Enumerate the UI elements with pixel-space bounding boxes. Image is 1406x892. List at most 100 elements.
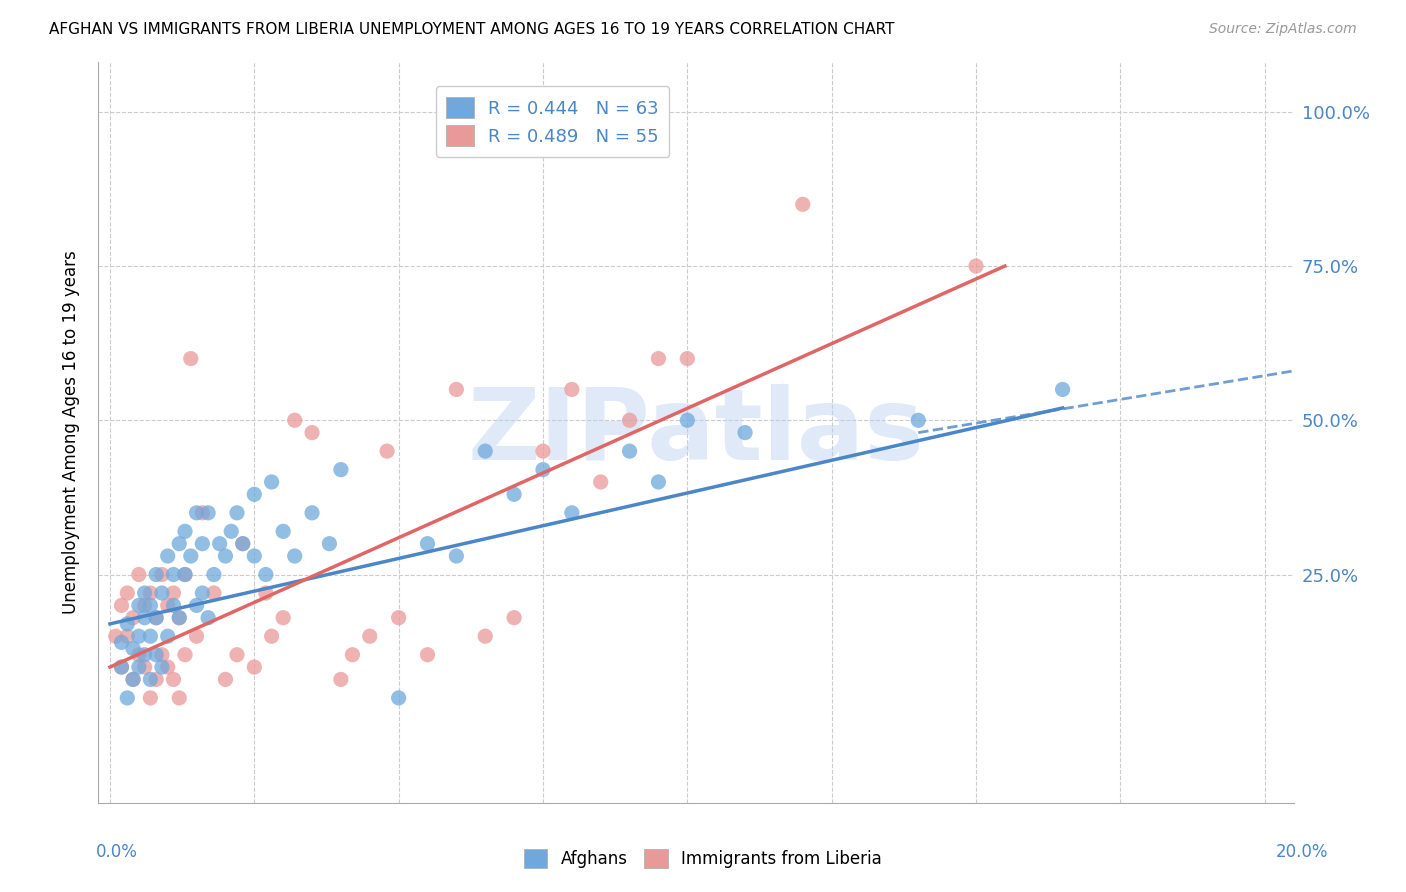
Point <box>139 586 162 600</box>
Point <box>208 536 231 550</box>
Point <box>186 629 208 643</box>
Point <box>191 506 214 520</box>
Point <box>474 444 496 458</box>
Legend: Afghans, Immigrants from Liberia: Afghans, Immigrants from Liberia <box>517 843 889 875</box>
Point <box>134 648 156 662</box>
Point <box>150 567 173 582</box>
Point <box>122 673 145 687</box>
Text: 20.0%: 20.0% <box>1277 843 1329 861</box>
Point <box>219 524 242 539</box>
Point <box>214 549 236 563</box>
Point <box>191 586 214 600</box>
Point <box>117 629 139 643</box>
Point <box>174 567 197 582</box>
Point <box>128 660 150 674</box>
Point <box>139 599 162 613</box>
Y-axis label: Unemployment Among Ages 16 to 19 years: Unemployment Among Ages 16 to 19 years <box>62 251 80 615</box>
Point <box>254 567 277 582</box>
Point <box>128 648 150 662</box>
Point <box>676 351 699 366</box>
Point <box>226 648 249 662</box>
Point <box>134 660 156 674</box>
Point <box>284 413 307 427</box>
Point <box>156 549 179 563</box>
Point <box>150 648 173 662</box>
Point <box>162 567 184 582</box>
Point <box>271 611 294 625</box>
Point <box>202 586 225 600</box>
Point <box>329 462 352 476</box>
Point <box>446 549 468 563</box>
Point <box>150 660 173 674</box>
Point <box>162 599 184 613</box>
Point <box>197 506 219 520</box>
Point <box>186 599 208 613</box>
Point <box>388 611 411 625</box>
Point <box>110 599 132 613</box>
Point <box>145 611 167 625</box>
Point <box>128 629 150 643</box>
Point <box>104 629 127 643</box>
Point <box>128 599 150 613</box>
Point <box>180 351 202 366</box>
Point <box>180 549 202 563</box>
Point <box>110 660 132 674</box>
Point <box>388 690 411 705</box>
Point <box>446 383 468 397</box>
Point <box>156 629 179 643</box>
Point <box>122 673 145 687</box>
Point <box>145 648 167 662</box>
Point <box>150 586 173 600</box>
Point <box>174 648 197 662</box>
Point <box>162 673 184 687</box>
Point <box>139 629 162 643</box>
Point <box>232 536 254 550</box>
Text: ZIPatlas: ZIPatlas <box>468 384 924 481</box>
Point <box>197 611 219 625</box>
Point <box>145 673 167 687</box>
Point <box>117 586 139 600</box>
Point <box>589 475 612 489</box>
Point <box>359 629 381 643</box>
Point <box>243 660 266 674</box>
Point <box>301 506 323 520</box>
Point <box>156 599 179 613</box>
Point <box>202 567 225 582</box>
Point <box>503 487 526 501</box>
Point <box>619 413 641 427</box>
Point <box>162 586 184 600</box>
Point <box>318 536 340 550</box>
Point <box>122 641 145 656</box>
Point <box>156 660 179 674</box>
Point <box>561 506 583 520</box>
Point <box>647 351 669 366</box>
Point <box>965 259 987 273</box>
Point <box>375 444 398 458</box>
Text: 0.0%: 0.0% <box>96 843 138 861</box>
Point <box>342 648 364 662</box>
Point <box>503 611 526 625</box>
Point <box>561 383 583 397</box>
Point <box>167 690 190 705</box>
Point <box>134 586 156 600</box>
Point <box>167 611 190 625</box>
Point <box>186 506 208 520</box>
Point <box>243 549 266 563</box>
Point <box>676 413 699 427</box>
Point <box>110 660 132 674</box>
Point <box>134 599 156 613</box>
Point <box>134 611 156 625</box>
Point <box>145 611 167 625</box>
Point <box>907 413 929 427</box>
Point <box>243 487 266 501</box>
Legend: R = 0.444   N = 63, R = 0.489   N = 55: R = 0.444 N = 63, R = 0.489 N = 55 <box>436 87 669 157</box>
Point <box>329 673 352 687</box>
Point <box>128 567 150 582</box>
Point <box>167 611 190 625</box>
Point <box>174 567 197 582</box>
Point <box>167 536 190 550</box>
Point <box>260 475 283 489</box>
Point <box>301 425 323 440</box>
Point <box>416 536 439 550</box>
Point <box>531 444 554 458</box>
